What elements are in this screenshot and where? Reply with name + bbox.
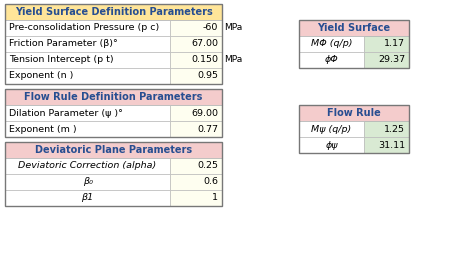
- Text: β1: β1: [82, 194, 94, 202]
- Bar: [170, 158, 222, 174]
- Text: 31.11: 31.11: [378, 140, 405, 150]
- Bar: [170, 20, 222, 36]
- Text: -60: -60: [203, 23, 218, 33]
- Text: ϕψ: ϕψ: [325, 140, 338, 150]
- Bar: [299, 36, 364, 52]
- Text: Mψ (q/p): Mψ (q/p): [311, 124, 352, 134]
- Text: Dilation Parameter (ψ )°: Dilation Parameter (ψ )°: [9, 108, 123, 117]
- Text: 29.37: 29.37: [378, 56, 405, 65]
- Bar: [364, 121, 409, 137]
- Text: 1: 1: [212, 194, 218, 202]
- Text: MPa: MPa: [224, 23, 242, 33]
- Bar: [5, 142, 222, 158]
- Bar: [5, 4, 222, 84]
- Bar: [170, 174, 222, 190]
- Text: Yield Surface Definition Parameters: Yield Surface Definition Parameters: [14, 7, 212, 17]
- Bar: [364, 52, 409, 68]
- Text: Deviatoric Plane Parameters: Deviatoric Plane Parameters: [35, 145, 192, 155]
- Text: Friction Parameter (β)°: Friction Parameter (β)°: [9, 40, 118, 49]
- Bar: [5, 68, 170, 84]
- Text: Pre-consolidation Pressure (p c): Pre-consolidation Pressure (p c): [9, 23, 159, 33]
- Text: 0.150: 0.150: [191, 56, 218, 65]
- Text: 1.25: 1.25: [384, 124, 405, 134]
- Text: Flow Rule: Flow Rule: [327, 108, 381, 118]
- Bar: [5, 4, 222, 20]
- Bar: [5, 190, 170, 206]
- Bar: [5, 174, 170, 190]
- Text: 1.17: 1.17: [384, 40, 405, 49]
- Bar: [5, 142, 222, 206]
- Bar: [5, 36, 170, 52]
- Bar: [170, 36, 222, 52]
- Text: Exponent (n ): Exponent (n ): [9, 72, 73, 80]
- Bar: [5, 89, 222, 137]
- Text: 69.00: 69.00: [191, 108, 218, 117]
- Text: Exponent (m ): Exponent (m ): [9, 124, 76, 134]
- Text: 0.95: 0.95: [197, 72, 218, 80]
- Text: MPa: MPa: [224, 56, 242, 65]
- Bar: [5, 105, 170, 121]
- Bar: [5, 20, 170, 36]
- Text: ϕΦ: ϕΦ: [325, 56, 338, 65]
- Bar: [299, 105, 409, 121]
- Text: MΦ (q/p): MΦ (q/p): [311, 40, 352, 49]
- Text: 0.25: 0.25: [197, 162, 218, 171]
- Bar: [299, 52, 364, 68]
- Text: Deviatoric Correction (alpha): Deviatoric Correction (alpha): [18, 162, 157, 171]
- Bar: [5, 121, 170, 137]
- Text: Yield Surface: Yield Surface: [317, 23, 391, 33]
- Bar: [170, 105, 222, 121]
- Text: Flow Rule Definition Parameters: Flow Rule Definition Parameters: [24, 92, 203, 102]
- Bar: [299, 105, 409, 153]
- Bar: [299, 121, 364, 137]
- Bar: [170, 68, 222, 84]
- Bar: [5, 52, 170, 68]
- Text: β₀: β₀: [82, 178, 92, 187]
- Text: 0.6: 0.6: [203, 178, 218, 187]
- Bar: [299, 20, 409, 36]
- Text: Tension Intercept (p t): Tension Intercept (p t): [9, 56, 114, 65]
- Text: 0.77: 0.77: [197, 124, 218, 134]
- Bar: [5, 158, 170, 174]
- Bar: [170, 52, 222, 68]
- Bar: [170, 121, 222, 137]
- Bar: [299, 137, 364, 153]
- Bar: [364, 137, 409, 153]
- Bar: [5, 89, 222, 105]
- Text: 67.00: 67.00: [191, 40, 218, 49]
- Bar: [170, 190, 222, 206]
- Bar: [364, 36, 409, 52]
- Bar: [299, 20, 409, 68]
